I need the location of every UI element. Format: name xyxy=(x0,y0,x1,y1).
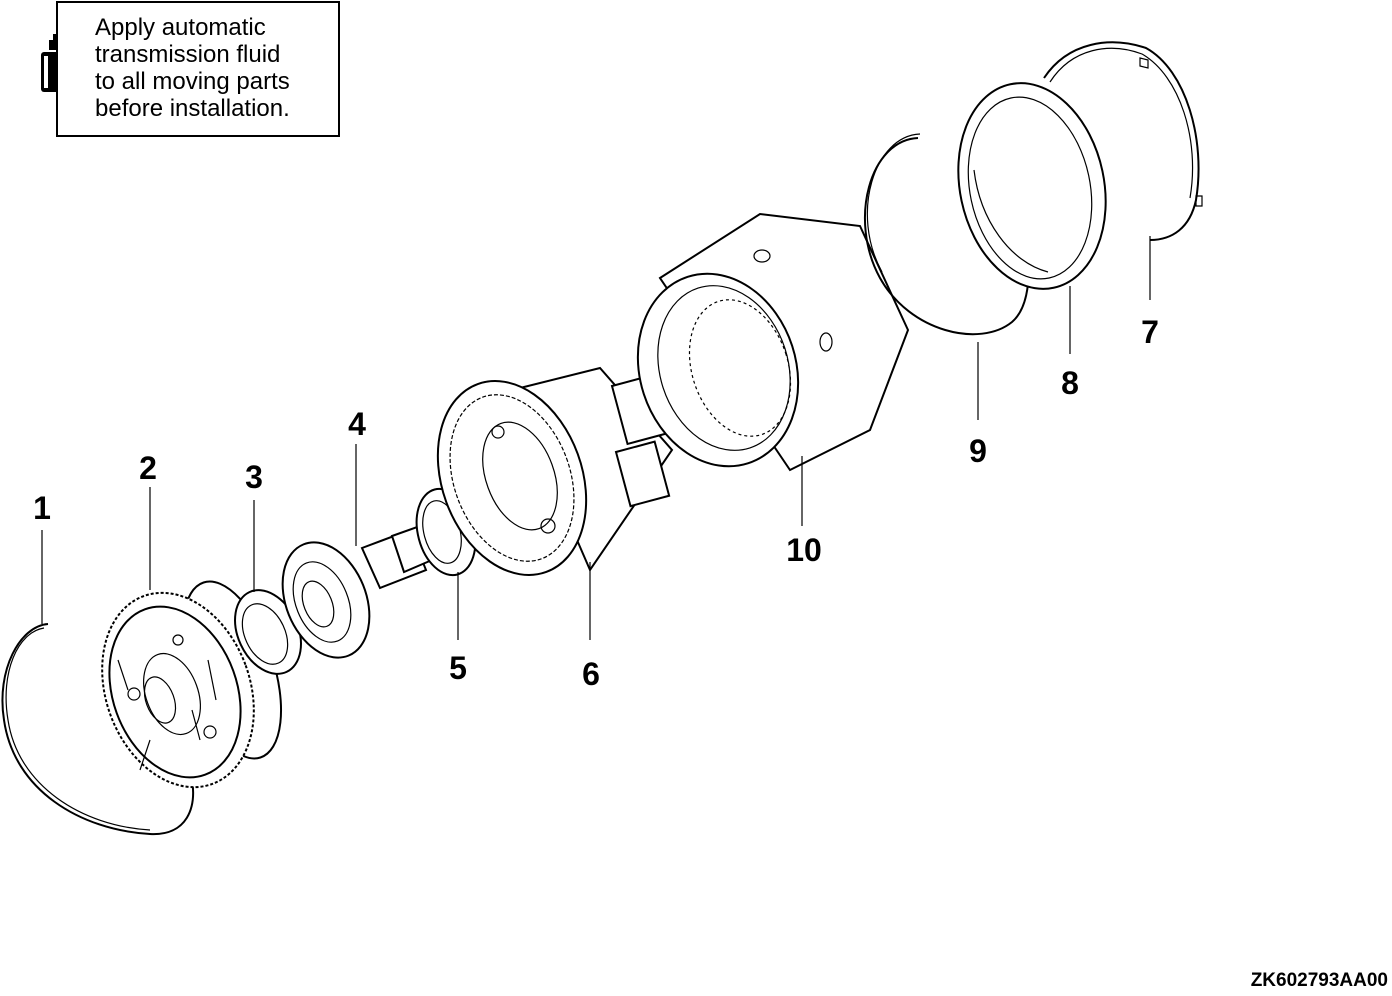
note-text: Apply automatic transmission fluid to al… xyxy=(95,14,290,122)
callout-1: 1 xyxy=(33,490,51,526)
callout-9: 9 xyxy=(969,433,987,469)
reference-code: ZK602793AA00 xyxy=(1250,970,1388,991)
part-10-ring-gear-drum xyxy=(636,212,910,472)
part-1-snap-ring xyxy=(1,623,195,836)
part-4-sun-gear xyxy=(281,524,434,659)
callout-5: 5 xyxy=(449,650,467,686)
note-box xyxy=(56,1,340,137)
callout-7: 7 xyxy=(1141,314,1159,350)
part-8-retainer-ring xyxy=(957,82,1107,290)
callout-2: 2 xyxy=(139,450,157,486)
callout-10: 10 xyxy=(786,532,822,568)
part-2-carrier xyxy=(101,580,283,789)
callout-3: 3 xyxy=(245,459,263,495)
callout-8: 8 xyxy=(1061,365,1079,401)
callout-4: 4 xyxy=(348,406,366,442)
callout-6: 6 xyxy=(582,656,600,692)
leader-lines xyxy=(41,236,1151,640)
part-7-snap-ring xyxy=(1043,41,1203,241)
